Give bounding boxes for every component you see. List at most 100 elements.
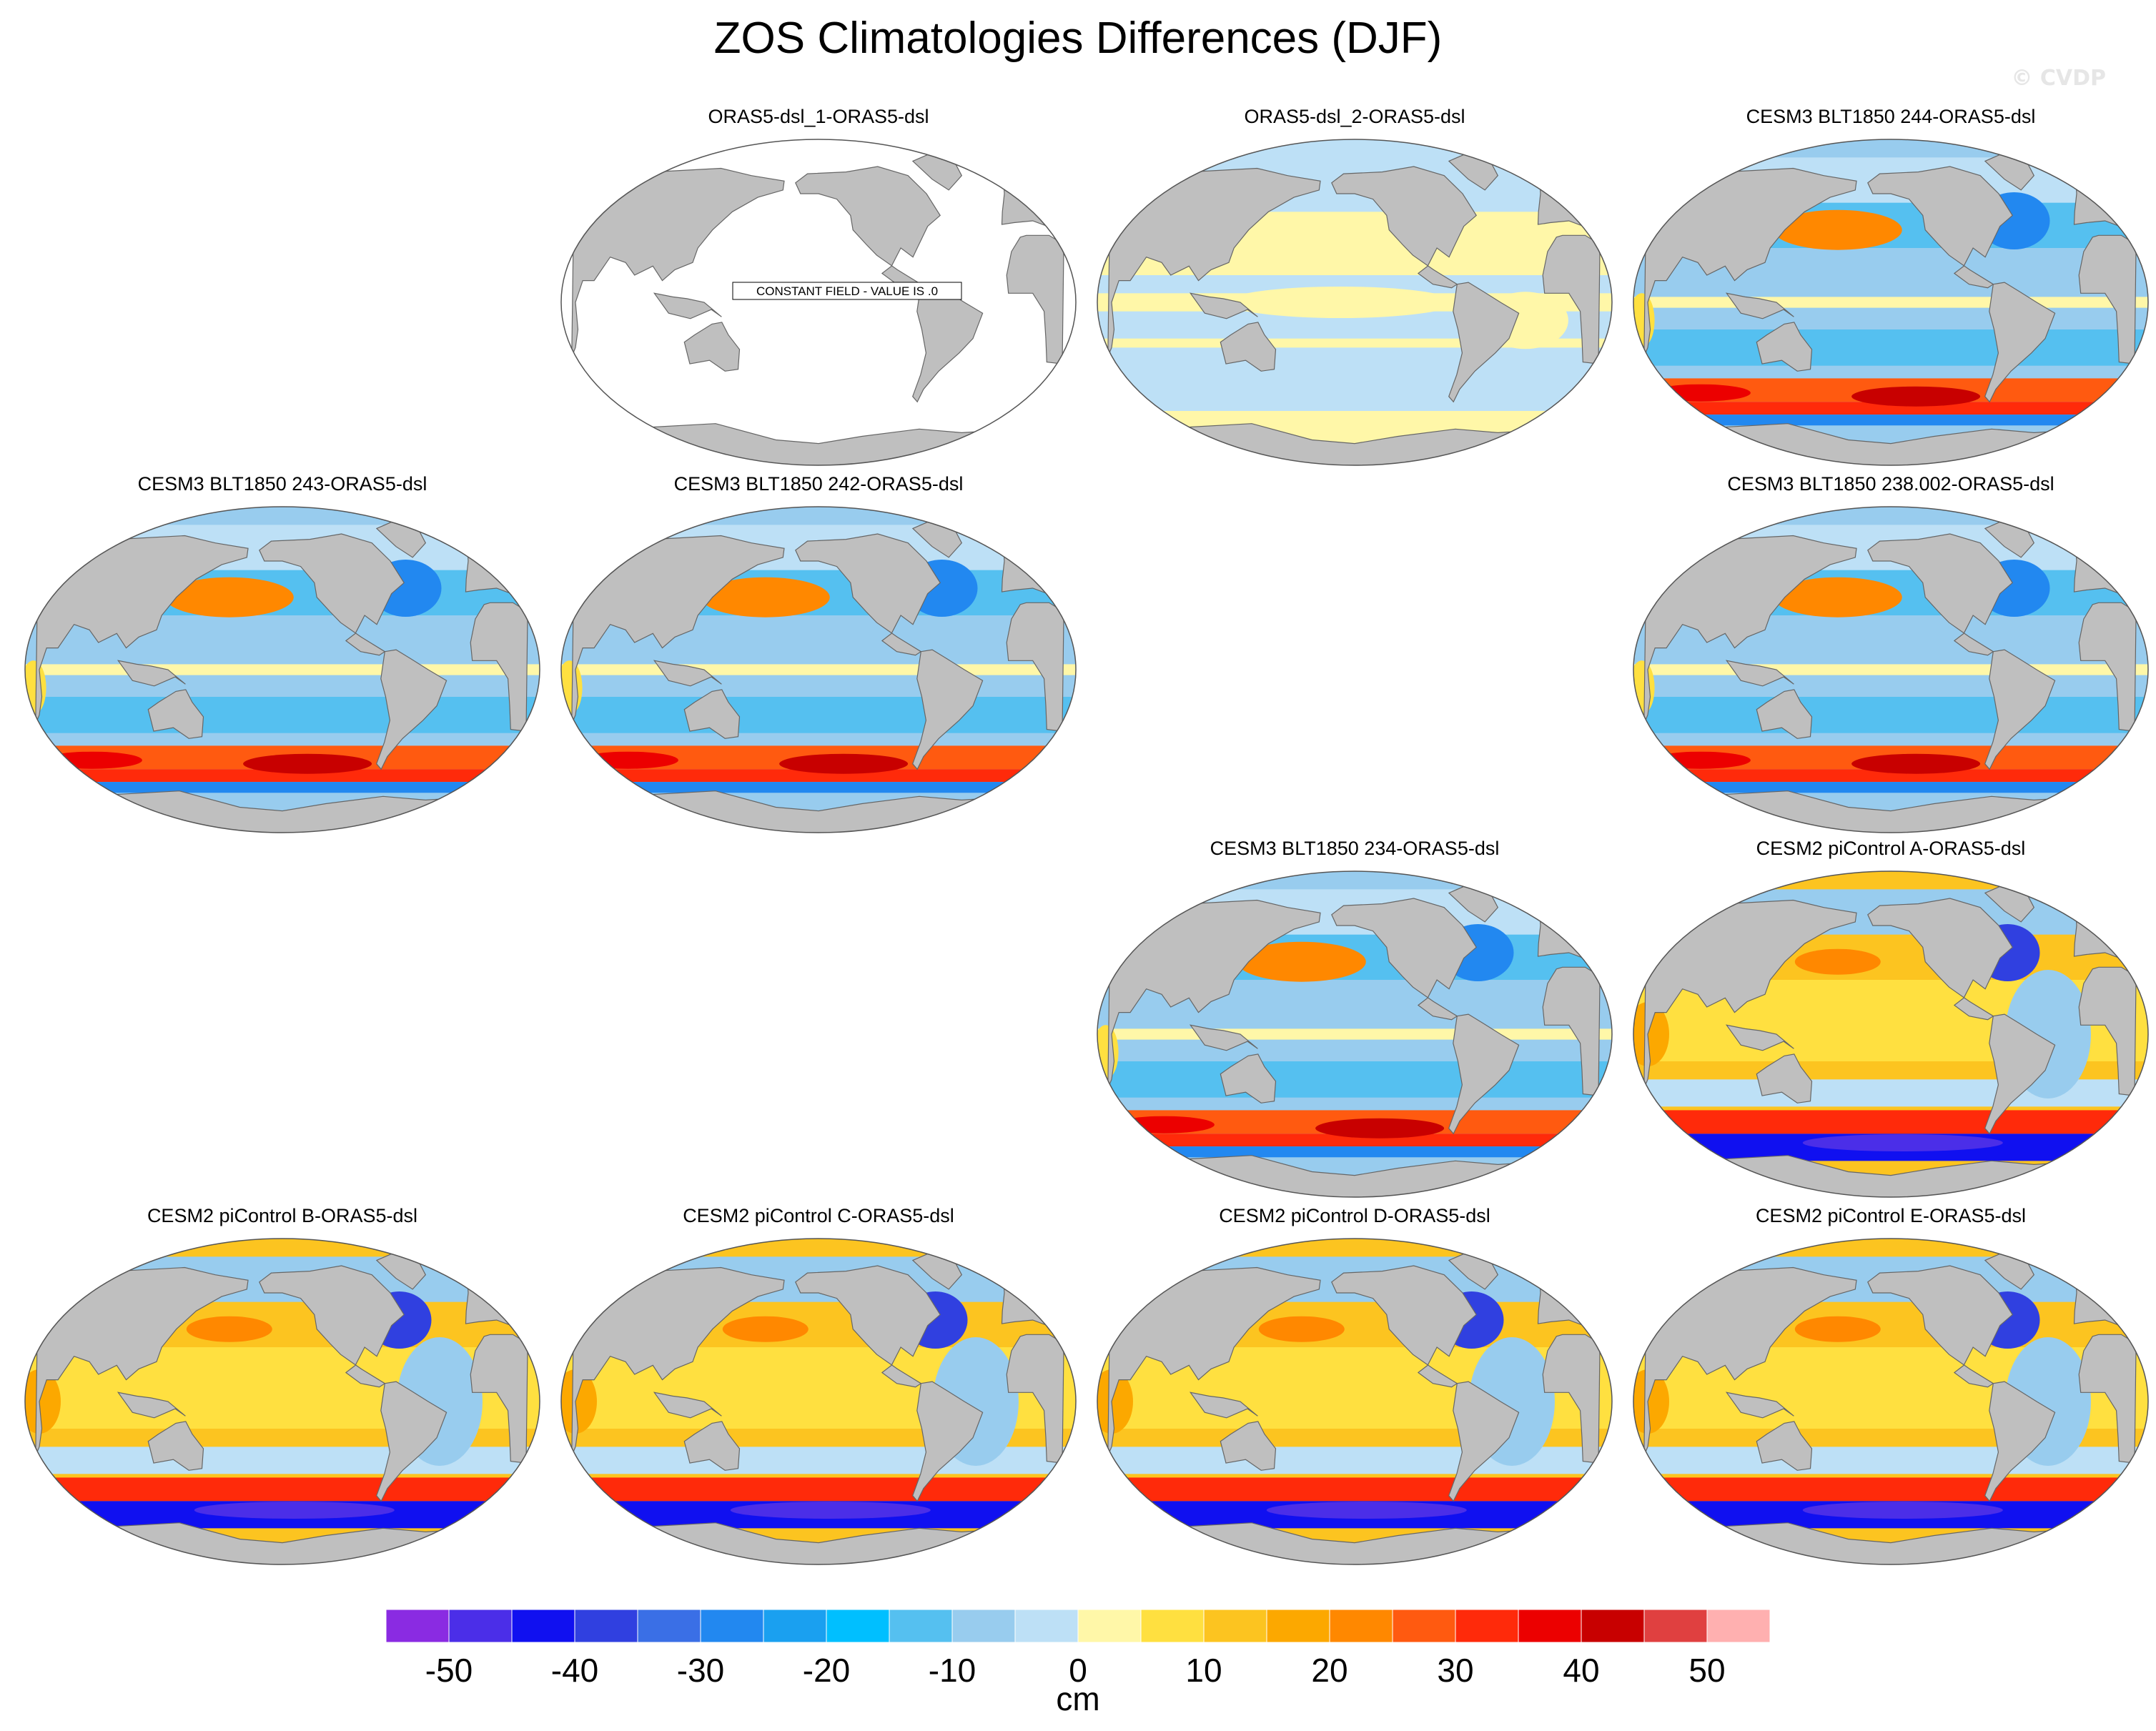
land-africa-west	[2078, 966, 2137, 1096]
ocean-field	[561, 139, 1076, 465]
land-europe-africa-east	[571, 535, 785, 725]
ocean-field	[25, 507, 540, 833]
land-australia	[1756, 1421, 1813, 1471]
cvdp-watermark: © CVDP	[2011, 66, 2106, 91]
antarctic-negative-band	[1633, 782, 2148, 793]
land-indonesia	[1725, 1392, 1794, 1419]
colorbar-swatch	[1014, 1610, 1079, 1642]
robinson-map	[560, 1238, 1077, 1565]
map-frame	[1097, 871, 1613, 1198]
southern-ocean-positive-band	[25, 769, 540, 783]
colorbar-swatch	[1329, 1610, 1393, 1642]
panel-title: CESM2 piControl D-ORAS5-dsl	[1219, 1205, 1490, 1226]
map-panel: CESM3 BLT1850 242-ORAS5-dsl	[550, 473, 1087, 838]
southern-ocean-positive-band	[1097, 1477, 1612, 1502]
ocean-field	[1097, 1239, 1612, 1564]
robinson-map	[24, 506, 540, 833]
southern-ocean-min-blob	[1802, 1134, 2003, 1151]
land-indonesia	[1725, 292, 1794, 319]
colorbar-swatch	[1392, 1610, 1456, 1642]
panel-title: ORAS5-dsl_2-ORAS5-dsl	[1244, 106, 1465, 127]
land-europe-africa-east	[1643, 1266, 1857, 1457]
land-europe-africa-east	[571, 1266, 785, 1457]
land-africa-west	[1542, 966, 1601, 1096]
land-americas-north	[1331, 1265, 1477, 1388]
kuroshio-positive-blob	[186, 1316, 272, 1342]
land-americas-south	[1984, 282, 2056, 403]
land-americas-south	[912, 649, 984, 770]
map-frame	[560, 139, 1077, 466]
land-americas-north	[1867, 1265, 2013, 1388]
land-europe-africa-east	[1107, 167, 1321, 357]
land-indonesia	[117, 1392, 186, 1419]
colorbar-tick-label: 30	[1437, 1652, 1474, 1689]
land-australia	[683, 322, 741, 372]
land-americas-south	[376, 1381, 447, 1502]
colorbar-tick-label: -30	[676, 1652, 725, 1689]
colorbar-swatch	[1581, 1610, 1645, 1642]
southern-ocean-max-blob	[1851, 386, 1981, 407]
ocean-field	[561, 1239, 1076, 1564]
panel-title: CESM3 BLT1850 243-ORAS5-dsl	[137, 473, 427, 495]
ocean-field	[1633, 1239, 2148, 1564]
colorbar-swatch	[1706, 1610, 1770, 1642]
map-panel: ORAS5-dsl_1-ORAS5-dsl CONSTANT FIELD - V…	[550, 106, 1087, 470]
land-europe-africa-east	[1107, 899, 1321, 1089]
land-americas-south	[912, 1381, 984, 1502]
land-africa-west	[1006, 234, 1064, 364]
panel-title: CESM2 piControl E-ORAS5-dsl	[1755, 1205, 2027, 1226]
southern-ocean-max-blob	[1114, 1116, 1215, 1134]
colorbar-swatch	[951, 1610, 1016, 1642]
robinson-map	[1633, 139, 2149, 466]
map-frame	[1097, 139, 1613, 466]
robinson-map	[1633, 506, 2149, 833]
land-americas-north	[795, 166, 941, 289]
land-americas-south	[1984, 649, 2056, 770]
land-africa-west	[1006, 602, 1064, 732]
land-americas-north	[1331, 166, 1477, 289]
colorbar	[386, 1610, 1770, 1642]
map-panel: CESM2 piControl C-ORAS5-dsl	[550, 1205, 1087, 1569]
land-australia	[1220, 322, 1277, 372]
southern-ocean-positive-band	[561, 1477, 1076, 1502]
land-americas-north	[259, 1265, 405, 1388]
constant-field-label-box	[732, 282, 962, 300]
land-indonesia	[1725, 1024, 1794, 1051]
panel-title: ORAS5-dsl_1-ORAS5-dsl	[708, 106, 929, 127]
ocean-field	[1633, 871, 2148, 1197]
panel-title: CESM2 piControl B-ORAS5-dsl	[147, 1205, 418, 1226]
southern-ocean-max-blob	[1851, 753, 1981, 774]
land-indonesia	[1725, 660, 1794, 687]
southern-ocean-max-blob	[1315, 1118, 1445, 1139]
panel-title: CESM2 piControl C-ORAS5-dsl	[683, 1205, 954, 1226]
kuroshio-positive-blob	[1794, 948, 1881, 975]
land-australia	[1756, 689, 1813, 739]
land-africa-west	[1006, 1334, 1064, 1464]
map-panel: CESM2 piControl A-ORAS5-dsl	[1623, 838, 2156, 1202]
southern-ocean-positive-band	[1097, 1134, 1612, 1147]
land-americas-north	[795, 533, 941, 656]
figure-title: ZOS Climatologies Differences (DJF)	[713, 14, 1443, 63]
map-frame	[1633, 506, 2149, 833]
robinson-map	[1633, 871, 2149, 1198]
colorbar-tick-label: -20	[802, 1652, 851, 1689]
land-australia	[147, 689, 204, 739]
land-americas-north	[1867, 898, 2013, 1021]
map-frame	[1633, 1238, 2149, 1565]
southern-ocean-min-blob	[730, 1502, 931, 1519]
colorbar-tick-label: -40	[550, 1652, 599, 1689]
land-europe-africa-east	[35, 1266, 249, 1457]
negative-band	[1633, 329, 2148, 366]
ocean-field	[1097, 871, 1612, 1197]
southern-ocean-positive-band	[1633, 1477, 2148, 1502]
land-indonesia	[653, 660, 722, 687]
land-australia	[683, 1421, 741, 1471]
ocean-field	[25, 1239, 540, 1564]
southern-ocean-max-blob	[243, 753, 372, 774]
ocean-field	[1633, 507, 2148, 833]
colorbar-tick-label: 0	[1069, 1652, 1087, 1689]
land-europe-africa-east	[1643, 899, 1857, 1089]
land-africa-west	[2078, 602, 2137, 732]
robinson-map	[1097, 871, 1613, 1198]
kuroshio-positive-blob	[1237, 941, 1366, 982]
